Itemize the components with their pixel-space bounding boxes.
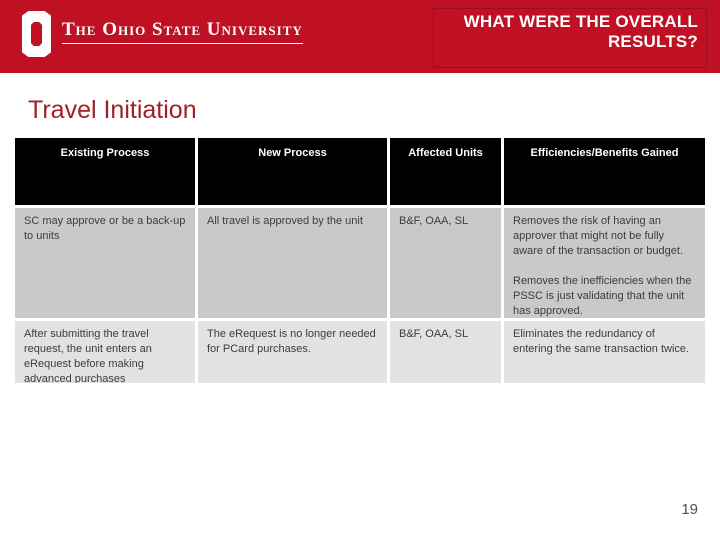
table-cell-benefits: Eliminates the redundancy of entering th…	[504, 321, 705, 383]
column-header-existing-process: Existing Process	[15, 138, 195, 205]
slide-title-box: WHAT WERE THE OVERALL RESULTS?	[433, 8, 707, 68]
column-header-affected-units: Affected Units	[390, 138, 501, 205]
column-header-efficiencies: Efficiencies/Benefits Gained	[504, 138, 705, 205]
table-cell-affected-units: B&F, OAA, SL	[390, 208, 501, 318]
benefit-paragraph: Removes the risk of having an approver t…	[513, 215, 683, 257]
block-o-icon	[22, 11, 51, 57]
university-wordmark: The Ohio State University	[62, 20, 303, 44]
column-header-new-process: New Process	[198, 138, 387, 205]
table-cell-new-process: All travel is approved by the unit	[198, 208, 387, 318]
benefit-paragraph: Removes the inefficiencies when the PSSC…	[513, 275, 692, 317]
table-cell-existing-process: SC may approve or be a back-up to units	[15, 208, 195, 318]
benefit-paragraph: Eliminates the redundancy of entering th…	[513, 328, 690, 355]
section-heading: Travel Initiation	[28, 96, 197, 124]
table-cell-existing-process: After submitting the travel request, the…	[15, 321, 195, 383]
block-o-hole	[31, 22, 42, 46]
process-table: Existing Process New Process Affected Un…	[15, 138, 705, 383]
slide-title: WHAT WERE THE OVERALL RESULTS?	[463, 12, 698, 51]
header-banner: The Ohio State University WHAT WERE THE …	[0, 0, 720, 73]
table-cell-benefits: Removes the risk of having an approver t…	[504, 208, 705, 318]
table-cell-affected-units: B&F, OAA, SL	[390, 321, 501, 383]
page-number: 19	[681, 501, 698, 518]
table-cell-new-process: The eRequest is no longer needed for PCa…	[198, 321, 387, 383]
